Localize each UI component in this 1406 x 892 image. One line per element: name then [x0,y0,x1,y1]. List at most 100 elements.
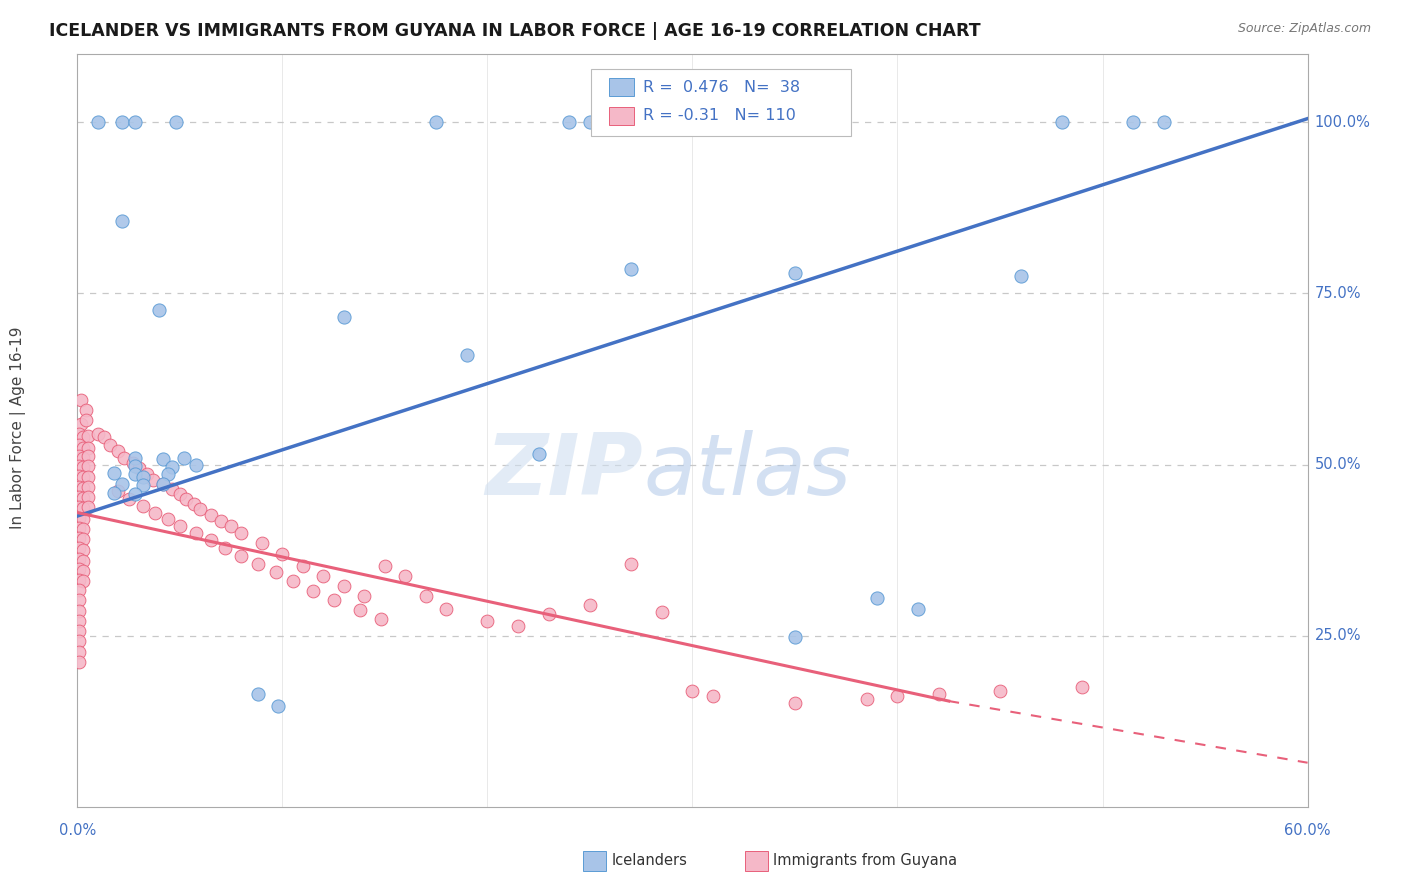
Point [70,392,93,407]
Text: ZIP: ZIP [485,430,644,513]
Text: 100.0%: 100.0% [1315,114,1371,129]
Point [508,618,530,632]
Point [200,508,222,522]
Point [67,655,90,669]
Point [231,526,253,541]
Point [374,559,396,574]
Point [128,461,150,475]
Point [67,511,90,525]
Text: 50.0%: 50.0% [1315,458,1361,472]
Point [169,519,191,533]
Point [67,645,90,659]
Point [121,456,143,470]
Point [1071,681,1094,695]
Point [75,402,97,417]
Point [1050,115,1073,129]
Point [148,303,170,318]
Point [70,417,93,431]
Point [250,536,273,550]
Point [72,459,94,474]
Point [72,430,94,444]
Point [264,566,287,580]
Point [67,426,90,441]
Point [117,491,139,506]
Point [124,458,146,473]
Point [67,490,90,504]
Point [67,614,90,628]
Point [219,519,242,533]
Point [76,449,98,463]
Point [103,486,125,500]
Point [156,512,179,526]
Point [267,698,290,713]
Point [72,441,94,455]
Point [152,476,174,491]
Point [76,458,98,473]
Text: 60.0%: 60.0% [1284,823,1331,838]
Point [76,429,98,443]
Text: Source: ZipAtlas.com: Source: ZipAtlas.com [1237,22,1371,36]
Point [425,115,447,129]
Text: Immigrants from Guyana: Immigrants from Guyana [773,854,957,868]
Point [188,502,212,516]
Point [353,589,375,603]
Point [349,603,371,617]
Point [214,541,236,556]
Point [67,552,90,566]
Point [107,483,129,498]
Point [160,482,183,496]
Point [165,115,187,129]
Point [415,589,437,603]
Point [281,574,304,589]
Point [477,614,499,628]
Point [333,579,356,593]
Point [132,478,155,492]
Text: 75.0%: 75.0% [1315,285,1361,301]
Point [783,630,806,644]
Point [1122,115,1144,129]
Point [174,491,197,506]
Point [132,499,155,513]
Point [783,266,806,280]
Point [1153,115,1175,129]
Point [186,526,208,541]
Text: R = -0.31   N= 110: R = -0.31 N= 110 [643,109,796,123]
Point [75,413,97,427]
Point [152,452,174,467]
Point [370,612,392,626]
Point [67,624,90,639]
Point [620,262,643,277]
Point [72,450,94,465]
Point [160,459,183,474]
Point [322,593,344,607]
Text: 0.0%: 0.0% [59,823,96,838]
Point [67,500,90,515]
Point [72,542,94,557]
Point [124,115,146,129]
Point [186,458,208,472]
Point [209,514,232,528]
Point [302,584,325,599]
Point [111,214,134,228]
Point [72,481,94,495]
Point [928,687,950,701]
Point [67,604,90,618]
Point [72,574,94,589]
Point [67,582,90,597]
Point [76,500,98,515]
Text: In Labor Force | Age 16-19: In Labor Force | Age 16-19 [10,326,27,530]
Point [67,593,90,607]
Text: 25.0%: 25.0% [1315,629,1361,643]
Point [291,559,314,574]
Point [72,533,94,547]
Point [527,447,550,461]
Point [136,467,159,481]
Point [76,480,98,494]
Point [72,512,94,526]
Point [72,470,94,484]
Point [456,348,478,362]
Point [231,549,253,563]
Point [72,564,94,578]
Point [702,690,724,704]
Point [67,573,90,587]
